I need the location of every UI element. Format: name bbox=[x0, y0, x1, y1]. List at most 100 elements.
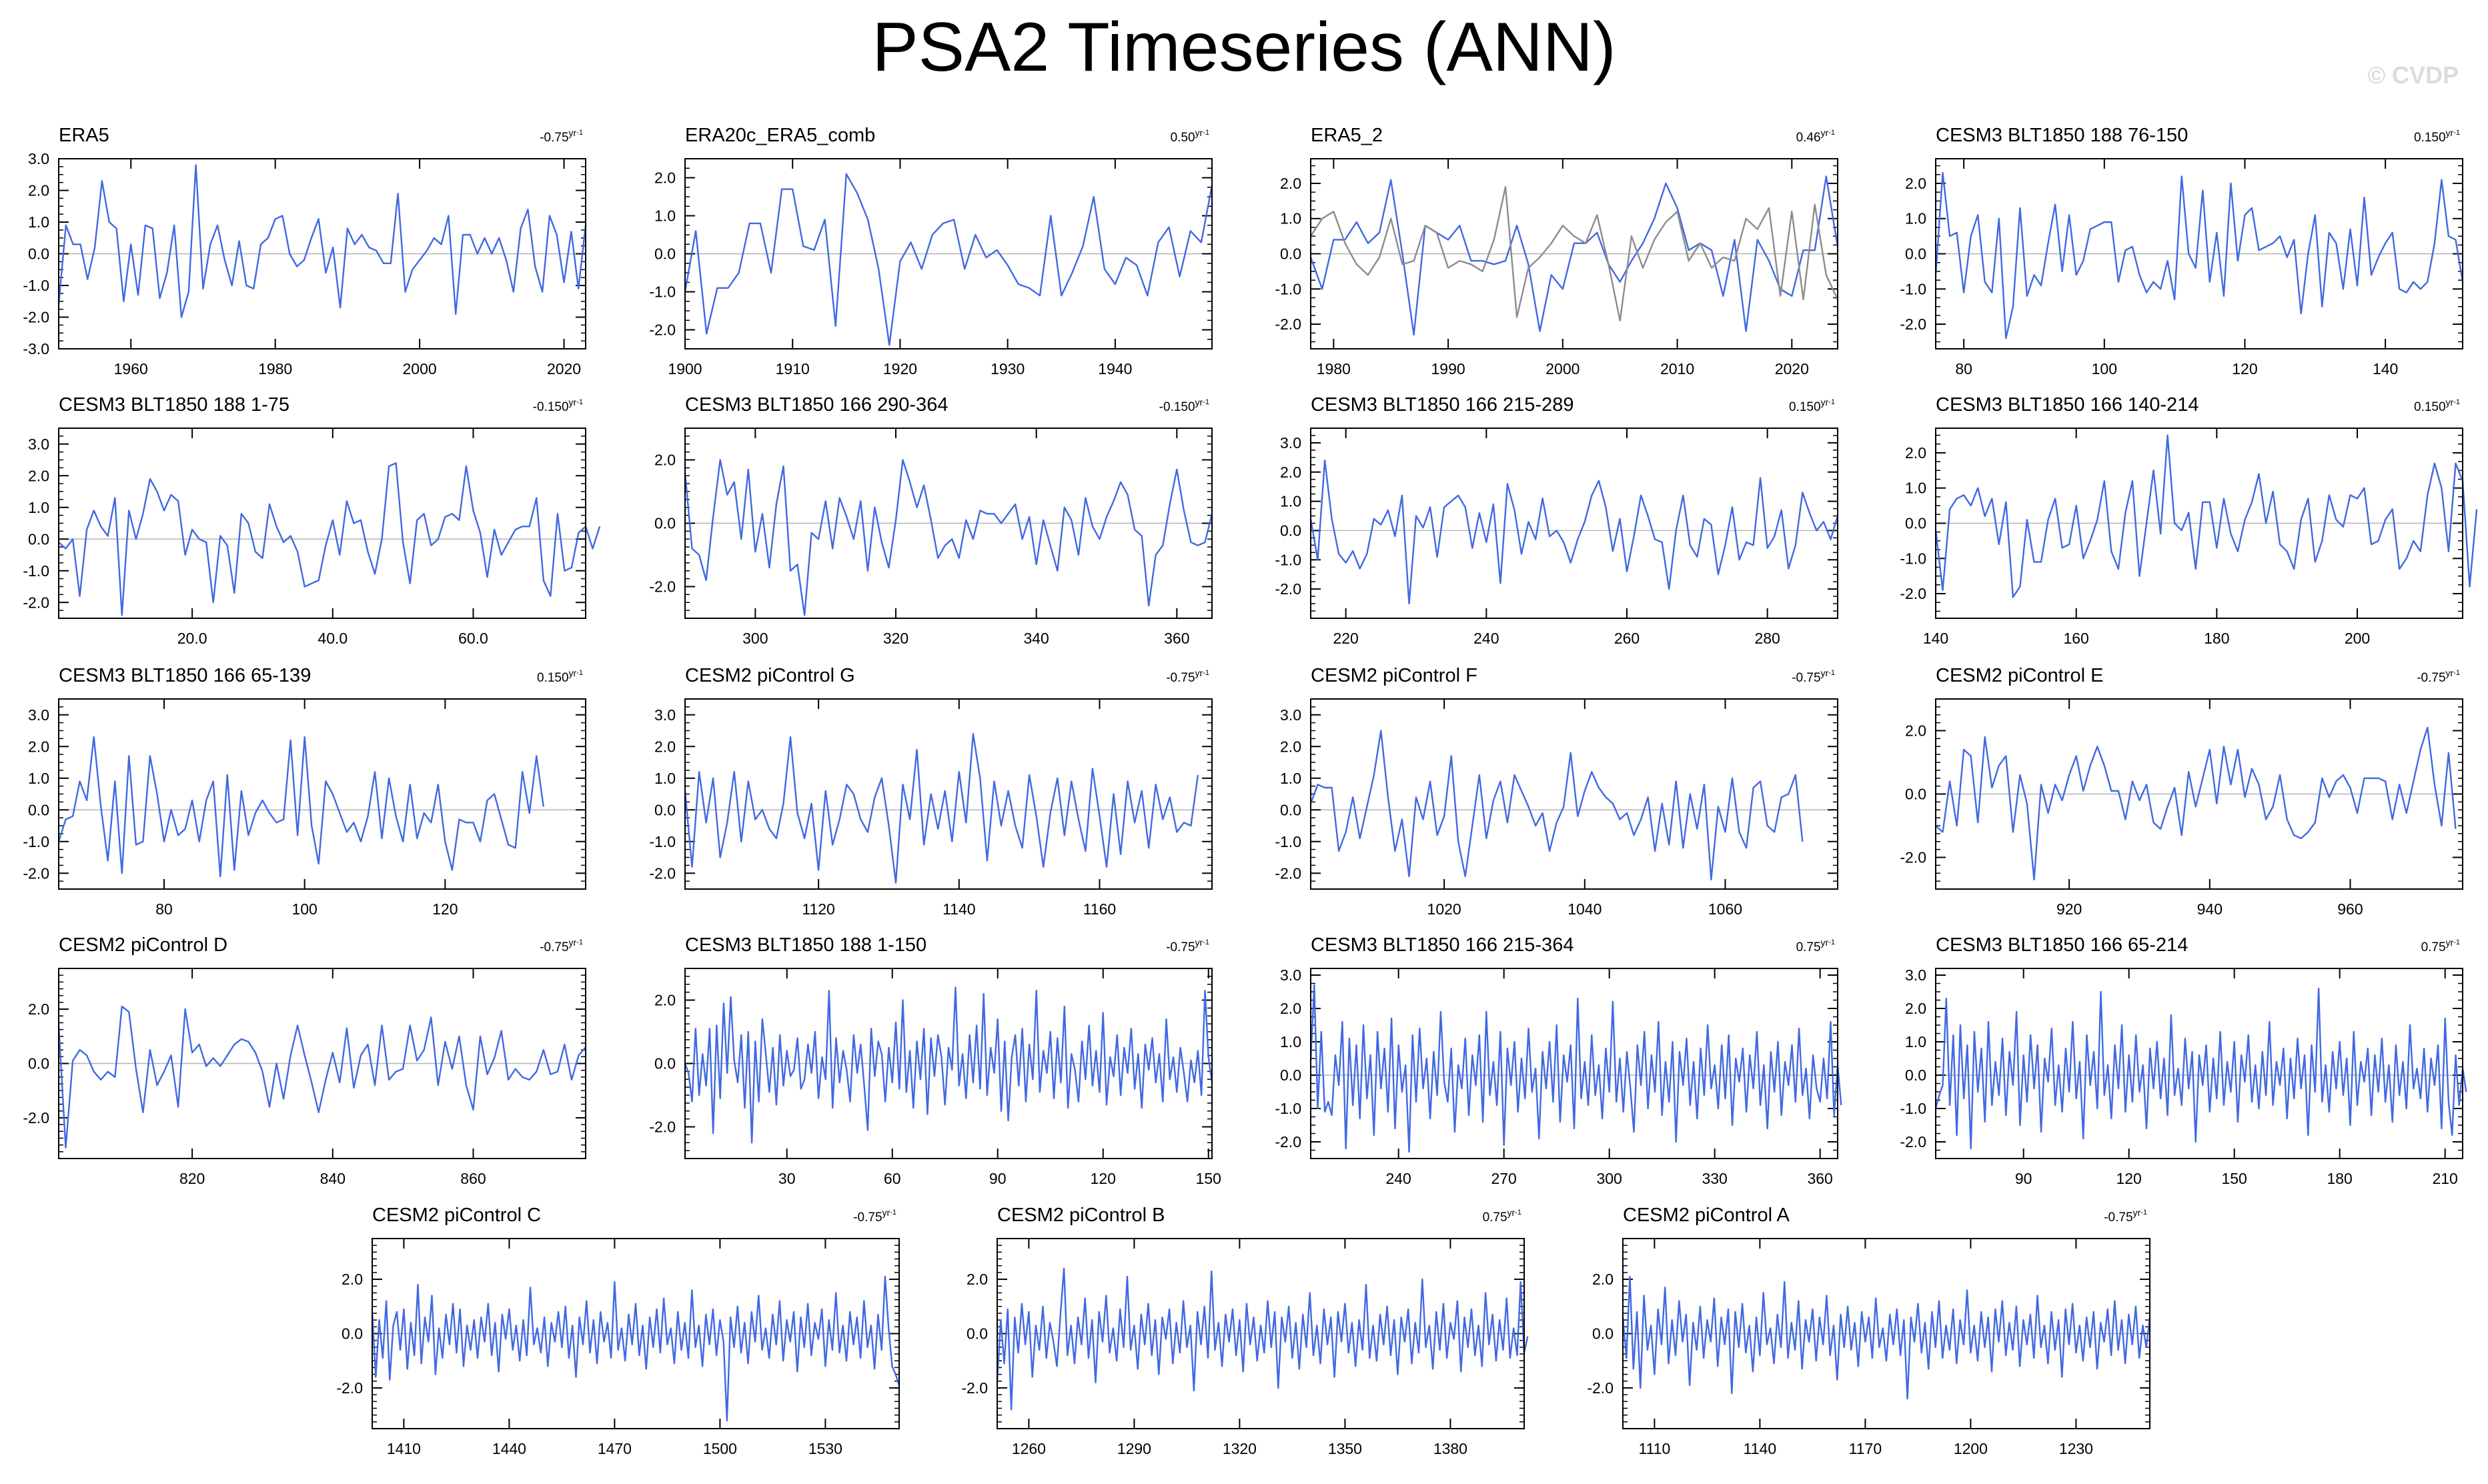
panel-title: CESM3 BLT1850 188 1-75 bbox=[59, 394, 289, 416]
y-tick-label: 3.0 bbox=[1280, 434, 1301, 452]
trend-unit: yr bbox=[569, 127, 577, 138]
trend-unit: yr bbox=[2446, 397, 2454, 408]
y-tick-label: -2.0 bbox=[23, 1109, 49, 1127]
panel-title: CESM3 BLT1850 188 76-150 bbox=[1936, 125, 2188, 146]
trend-label: 0.75yr-1 bbox=[1796, 937, 1835, 954]
x-tick-label: 80 bbox=[1955, 360, 1972, 378]
y-tick-label: -2.0 bbox=[649, 1119, 676, 1136]
y-tick-label: -1.0 bbox=[649, 833, 676, 850]
y-tick-label: 1.0 bbox=[1280, 210, 1301, 227]
y-tick-label: 0.0 bbox=[654, 801, 676, 818]
trend-unit: yr bbox=[2446, 127, 2454, 138]
panel-frame bbox=[684, 428, 1213, 619]
trend-unit: yr bbox=[2446, 937, 2454, 948]
y-tick-label: 1.0 bbox=[1280, 770, 1301, 787]
panel-frame bbox=[684, 968, 1213, 1159]
trend-exponent: -1 bbox=[576, 129, 583, 137]
y-tick-label: 0.0 bbox=[1280, 522, 1301, 539]
y-tick-label: -3.0 bbox=[23, 340, 49, 357]
series-line bbox=[684, 986, 1213, 1144]
trend-label: 0.150yr-1 bbox=[1789, 397, 1835, 414]
y-tick-label: -1.0 bbox=[1275, 833, 1301, 850]
y-tick-label: -2.0 bbox=[1900, 315, 1926, 333]
x-tick-label: 160 bbox=[2063, 630, 2088, 647]
y-tick-label: -2.0 bbox=[1900, 585, 1926, 602]
series-line bbox=[1934, 171, 2464, 339]
series-line bbox=[1935, 726, 2457, 881]
x-tick-label: 1910 bbox=[776, 360, 810, 378]
y-tick-label: 1.0 bbox=[1905, 480, 1926, 497]
panel-frame bbox=[1935, 968, 2463, 1159]
panel-frame bbox=[58, 428, 586, 619]
y-tick-label: -2.0 bbox=[1900, 849, 1926, 866]
y-tick-label: 1.0 bbox=[1905, 210, 1926, 227]
panel-title: CESM2 piControl D bbox=[59, 934, 227, 956]
trend-exponent: -1 bbox=[2140, 1209, 2147, 1217]
panel-title: CESM3 BLT1850 166 215-289 bbox=[1311, 394, 1574, 416]
x-tick-label: 1060 bbox=[1708, 900, 1742, 918]
x-tick-label: 1410 bbox=[387, 1440, 421, 1457]
y-tick-label: -1.0 bbox=[1275, 280, 1301, 297]
chart-panel-17: CESM2 piControl C -0.75yr-1 -2.0 0.0 2.0 1410… bbox=[336, 1205, 900, 1457]
chart-panel-15: CESM3 BLT1850 166 215-364 0.75yr-1 -2.0 -1.… bbox=[1275, 934, 1842, 1187]
y-tick-label: 0.0 bbox=[1905, 786, 1926, 803]
y-tick-label: 0.0 bbox=[28, 530, 49, 548]
trend-label: -0.75yr-1 bbox=[1792, 668, 1835, 685]
panel-frame bbox=[1935, 698, 2463, 890]
series-line bbox=[1934, 987, 2467, 1150]
x-tick-label: 150 bbox=[1196, 1170, 1221, 1187]
trend-label: 0.75yr-1 bbox=[1483, 1207, 1521, 1225]
x-tick-label: 150 bbox=[2221, 1170, 2247, 1187]
chart-panel-12: CESM2 piControl E -0.75yr-1 -2.0 0.0 2.0 920 9… bbox=[1900, 665, 2463, 918]
y-tick-label: 1.0 bbox=[28, 499, 49, 516]
trend-exponent: -1 bbox=[2453, 129, 2460, 137]
y-tick-label: -1.0 bbox=[649, 283, 676, 301]
trend-label: -0.75yr-1 bbox=[540, 937, 583, 954]
x-tick-label: 1980 bbox=[258, 360, 292, 378]
y-tick-label: 2.0 bbox=[1592, 1271, 1614, 1288]
x-tick-label: 20.0 bbox=[177, 630, 207, 647]
x-tick-label: 1930 bbox=[991, 360, 1025, 378]
panel-title: CESM2 piControl A bbox=[1623, 1205, 1790, 1226]
y-tick-label: 3.0 bbox=[1280, 706, 1301, 724]
trend-exponent: -1 bbox=[890, 1209, 896, 1217]
x-tick-label: 1200 bbox=[1954, 1440, 1988, 1457]
trend-unit: yr bbox=[1821, 127, 1829, 138]
x-tick-label: 120 bbox=[2116, 1170, 2141, 1187]
panel-title: CESM3 BLT1850 166 65-214 bbox=[1936, 934, 2188, 956]
y-tick-label: 1.0 bbox=[28, 770, 49, 787]
panel-title: ERA5 bbox=[59, 125, 109, 146]
x-tick-label: 240 bbox=[1473, 630, 1499, 647]
y-tick-label: 1.0 bbox=[654, 770, 676, 787]
panel-title: CESM3 BLT1850 188 1-150 bbox=[685, 934, 926, 956]
panel-frame bbox=[1935, 428, 2463, 619]
y-tick-label: -1.0 bbox=[23, 562, 49, 580]
trend-exponent: -1 bbox=[576, 669, 583, 677]
x-tick-label: 1170 bbox=[1849, 1440, 1882, 1457]
x-tick-label: 90 bbox=[989, 1170, 1007, 1187]
y-tick-label: 0.0 bbox=[1905, 245, 1926, 263]
x-tick-label: 1110 bbox=[1639, 1440, 1671, 1457]
x-tick-label: 100 bbox=[291, 900, 317, 918]
series-line bbox=[996, 1267, 1529, 1411]
y-tick-label: -1.0 bbox=[23, 277, 49, 294]
x-tick-label: 2020 bbox=[1775, 360, 1809, 378]
y-tick-label: 0.0 bbox=[654, 245, 676, 263]
chart-panel-5: CESM3 BLT1850 188 1-75 -0.150yr-1 -2.0 -1.0… bbox=[23, 394, 601, 647]
x-tick-label: 320 bbox=[883, 630, 908, 647]
x-tick-label: 120 bbox=[432, 900, 458, 918]
chart-panel-19: CESM2 piControl A -0.75yr-1 -2.0 0.0 2.0 1110… bbox=[1587, 1205, 2151, 1457]
x-tick-label: 1320 bbox=[1223, 1440, 1257, 1457]
panel-title: CESM3 BLT1850 166 215-364 bbox=[1311, 934, 1574, 956]
panel-title: CESM2 piControl E bbox=[1936, 665, 2103, 686]
trend-label: -0.75yr-1 bbox=[1166, 668, 1209, 685]
x-tick-label: 1900 bbox=[668, 360, 702, 378]
y-tick-label: 2.0 bbox=[654, 738, 676, 755]
x-tick-label: 30 bbox=[778, 1170, 796, 1187]
trend-unit: yr bbox=[882, 1207, 890, 1218]
x-tick-label: 180 bbox=[2204, 630, 2229, 647]
panel-frame bbox=[1622, 1238, 2150, 1429]
y-tick-label: 0.0 bbox=[342, 1325, 363, 1343]
x-tick-label: 40.0 bbox=[318, 630, 348, 647]
y-tick-label: 1.0 bbox=[1280, 493, 1301, 510]
